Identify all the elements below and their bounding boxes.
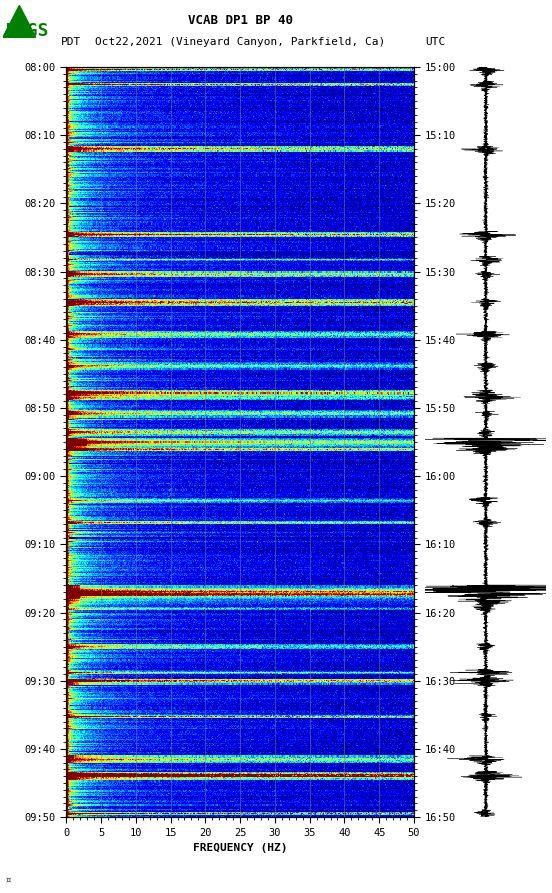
Text: ¤: ¤	[6, 875, 11, 884]
Text: Oct22,2021 (Vineyard Canyon, Parkfield, Ca): Oct22,2021 (Vineyard Canyon, Parkfield, …	[95, 38, 385, 47]
X-axis label: FREQUENCY (HZ): FREQUENCY (HZ)	[193, 843, 288, 853]
Text: VCAB DP1 BP 40: VCAB DP1 BP 40	[188, 13, 293, 27]
Text: USGS: USGS	[6, 22, 49, 40]
Polygon shape	[3, 5, 36, 38]
Text: UTC: UTC	[425, 38, 445, 47]
Text: PDT: PDT	[61, 38, 81, 47]
